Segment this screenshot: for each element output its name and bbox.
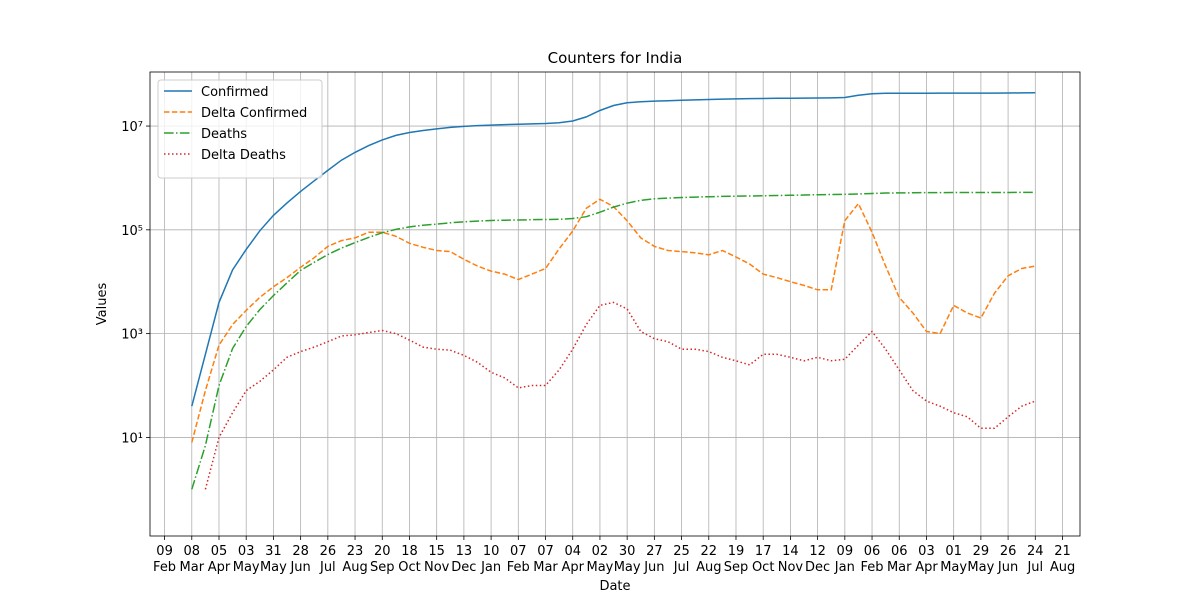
series-line — [191, 191, 1036, 490]
chart-title: Counters for India — [548, 49, 683, 67]
x-tick-label: 26 Jun — [997, 544, 1018, 575]
series-line — [191, 91, 1036, 407]
series-line — [204, 301, 1036, 490]
x-tick-label: 05 Apr — [208, 544, 231, 575]
y-tick-label: 10³ — [121, 328, 143, 343]
x-tick-label: 09 Jan — [834, 544, 855, 575]
x-tick-label: 31 May — [260, 544, 287, 575]
x-axis-label: Date — [599, 579, 630, 594]
x-tick-label: 01 May — [940, 544, 967, 575]
x-tick-label: 21 Aug — [1050, 544, 1075, 575]
x-tick-label: 15 Nov — [424, 544, 450, 575]
y-tick-label: 10¹ — [121, 431, 143, 446]
x-tick-label: 14 Nov — [778, 544, 804, 575]
x-tick-label: 08 Mar — [180, 544, 205, 575]
x-tick-label: 07 Feb — [507, 544, 530, 575]
x-tick-label: 09 Feb — [153, 544, 176, 575]
x-tick-label: 30 May — [614, 544, 641, 575]
x-tick-label: 25 Jul — [673, 544, 690, 575]
x-tick-label: 28 Jun — [289, 544, 310, 575]
x-tick-label: 12 Dec — [805, 544, 830, 575]
x-tick-label: 27 Jun — [643, 544, 664, 575]
x-tick-label: 18 Oct — [398, 544, 420, 575]
x-tick-label: 23 Aug — [342, 544, 367, 575]
x-tick-label: 13 Dec — [451, 544, 476, 575]
plot-frame — [149, 71, 1081, 537]
x-tick-label: 02 May — [586, 544, 613, 575]
x-tick-label: 26 Jul — [319, 544, 336, 575]
legend-label: Deaths — [201, 127, 247, 142]
y-axis-label: Values — [95, 283, 110, 326]
x-tick-label: 04 Apr — [561, 544, 584, 575]
x-tick-label: 19 Sep — [724, 544, 749, 575]
x-tick-label: 24 Jul — [1026, 544, 1043, 575]
x-tick-label: 17 Oct — [752, 544, 774, 575]
x-tick-label: 06 Mar — [887, 544, 912, 575]
legend-label: Delta Confirmed — [201, 106, 307, 121]
x-tick-label: 03 Apr — [915, 544, 938, 575]
x-tick-label: 03 May — [233, 544, 260, 575]
y-tick-label: 10⁵ — [121, 224, 143, 239]
legend-label: Confirmed — [201, 85, 269, 100]
x-tick-label: 20 Sep — [370, 544, 395, 575]
legend-label: Delta Deaths — [201, 148, 286, 163]
x-tick-label: 29 May — [967, 544, 994, 575]
x-tick-label: 06 Feb — [861, 544, 884, 575]
legend-box — [157, 79, 323, 179]
x-tick-label: 22 Aug — [696, 544, 721, 575]
legend: Confirmed Delta Confirmed Deaths Delta Deat… — [157, 79, 323, 179]
x-tick-label: 07 Mar — [533, 544, 558, 575]
y-tick-label: 10⁷ — [121, 120, 143, 135]
x-tick-label: 10 Jan — [480, 544, 501, 575]
